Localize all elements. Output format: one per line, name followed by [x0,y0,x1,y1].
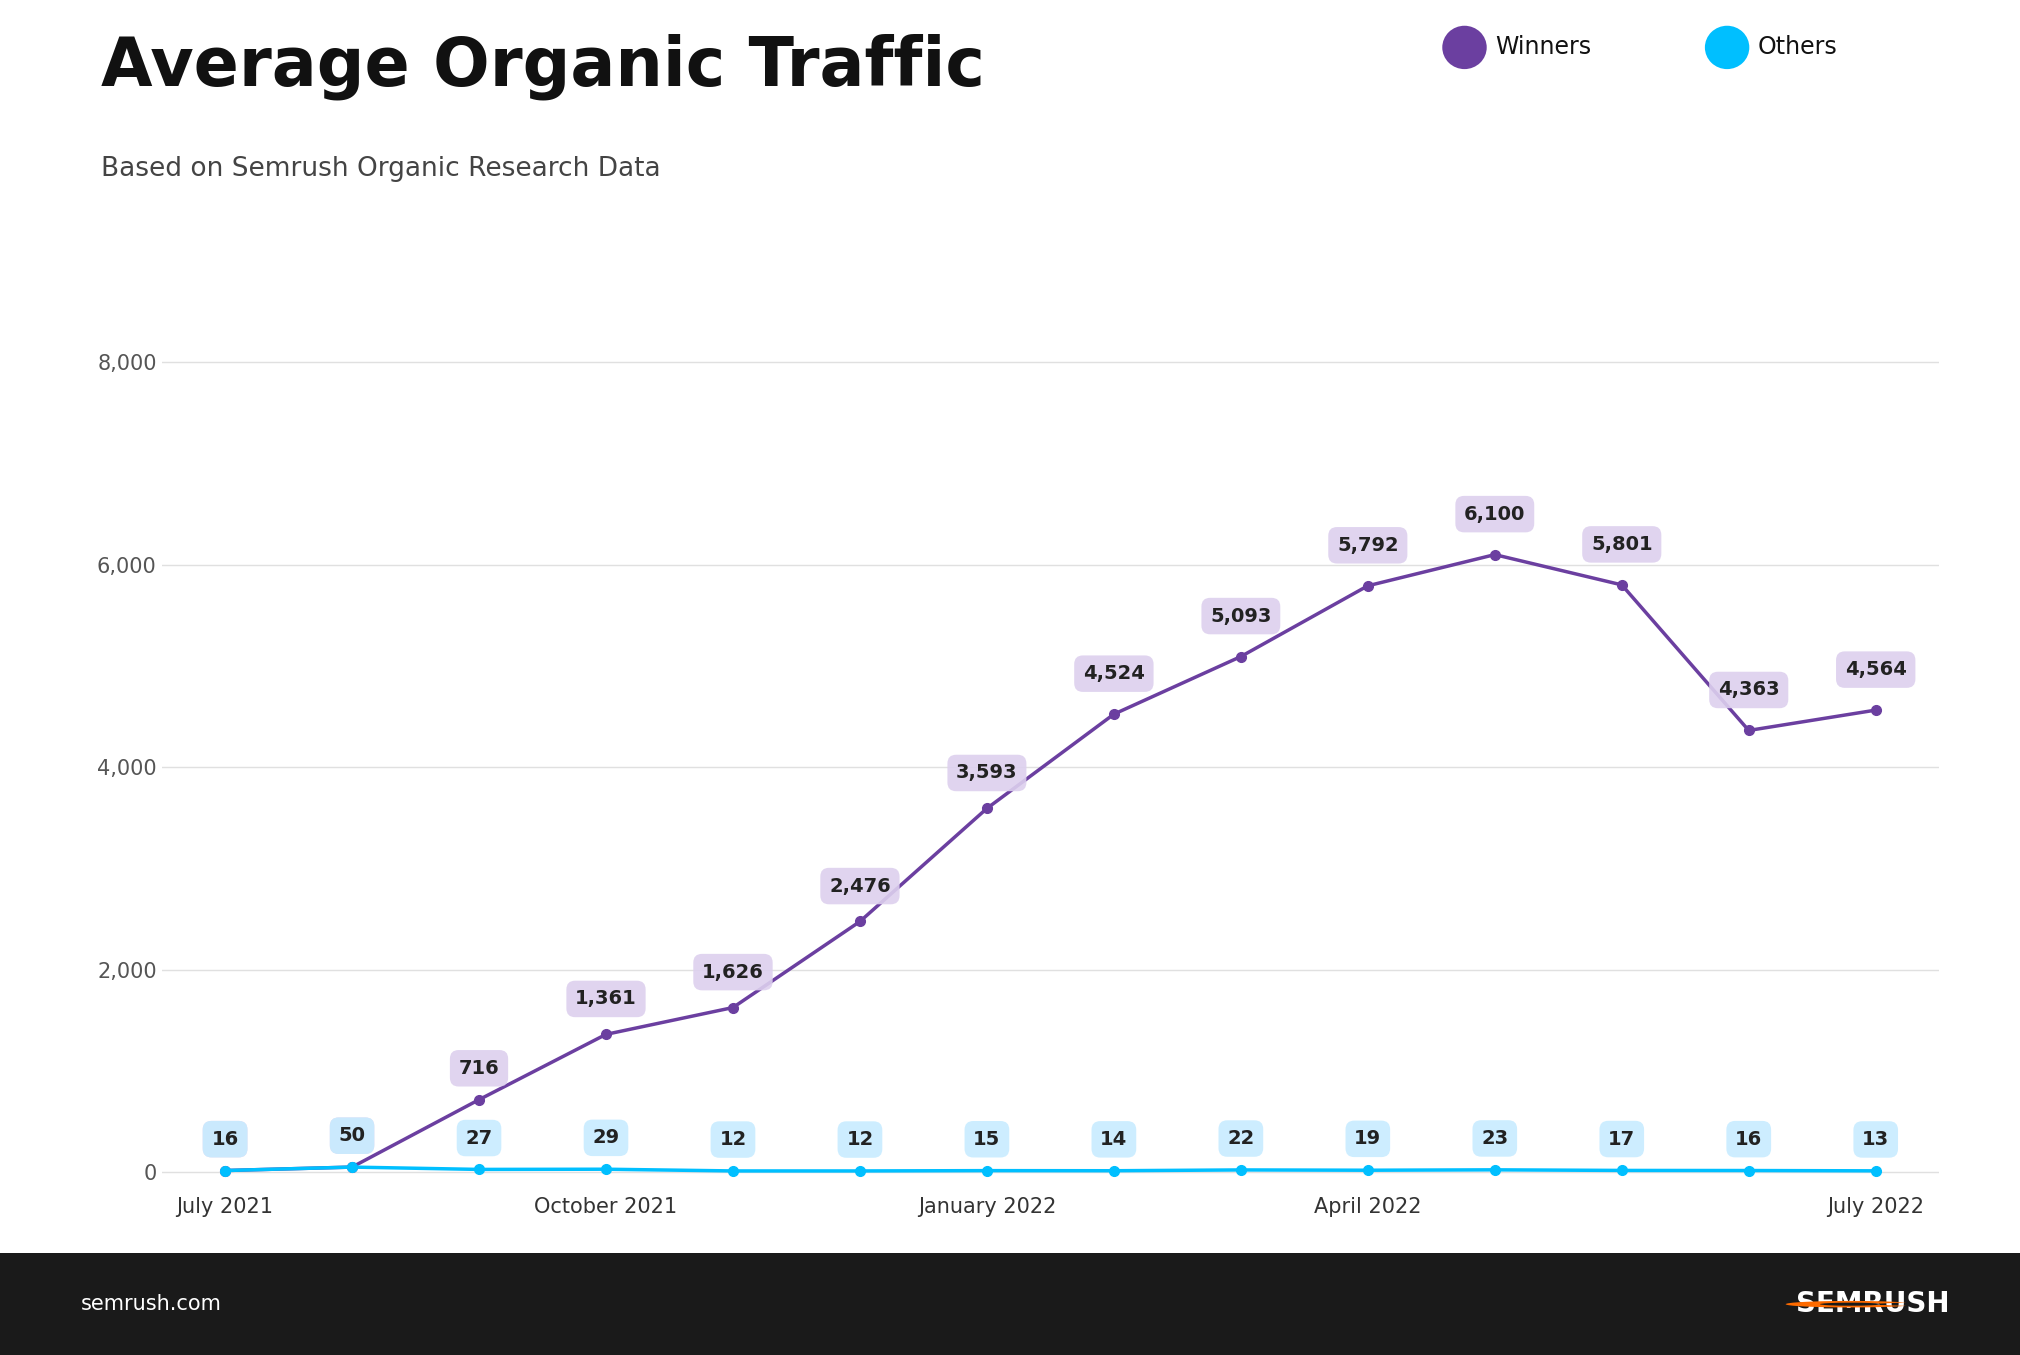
Text: 14: 14 [1101,1130,1127,1149]
Text: 12: 12 [846,1130,873,1149]
Text: 5,093: 5,093 [1210,607,1271,626]
Text: 27: 27 [465,1129,493,1148]
Text: Average Organic Traffic: Average Organic Traffic [101,34,986,100]
Text: 3,593: 3,593 [955,763,1018,782]
Text: semrush.com: semrush.com [81,1294,222,1314]
Text: 1,626: 1,626 [703,962,764,981]
Text: 16: 16 [212,1130,238,1149]
Wedge shape [1786,1301,1907,1308]
Text: 13: 13 [1862,1130,1889,1149]
Text: 50: 50 [339,1126,366,1145]
Text: 5,792: 5,792 [1337,535,1398,554]
Text: 50: 50 [339,1126,366,1145]
Text: 4,524: 4,524 [1083,664,1145,683]
Text: SEMRUSH: SEMRUSH [1796,1290,1949,1318]
Text: 12: 12 [719,1130,747,1149]
Text: Others: Others [1757,35,1836,60]
Text: 6,100: 6,100 [1464,504,1525,523]
Text: 16: 16 [1735,1130,1761,1149]
Text: 716: 716 [459,1058,499,1077]
Text: 17: 17 [1608,1130,1636,1149]
Text: Based on Semrush Organic Research Data: Based on Semrush Organic Research Data [101,156,661,182]
Circle shape [1820,1302,1881,1306]
Text: 4,363: 4,363 [1717,680,1780,699]
Text: 16: 16 [212,1130,238,1149]
Text: 15: 15 [974,1130,1000,1149]
Wedge shape [1802,1302,1893,1306]
Text: Winners: Winners [1495,35,1592,60]
Text: 23: 23 [1481,1129,1509,1148]
Text: 1,361: 1,361 [576,989,636,1008]
Text: 4,564: 4,564 [1844,660,1907,679]
Text: 5,801: 5,801 [1592,535,1652,554]
Text: 22: 22 [1228,1129,1254,1148]
Text: 2,476: 2,476 [828,877,891,896]
Text: 19: 19 [1353,1129,1382,1148]
Text: 29: 29 [592,1129,620,1148]
